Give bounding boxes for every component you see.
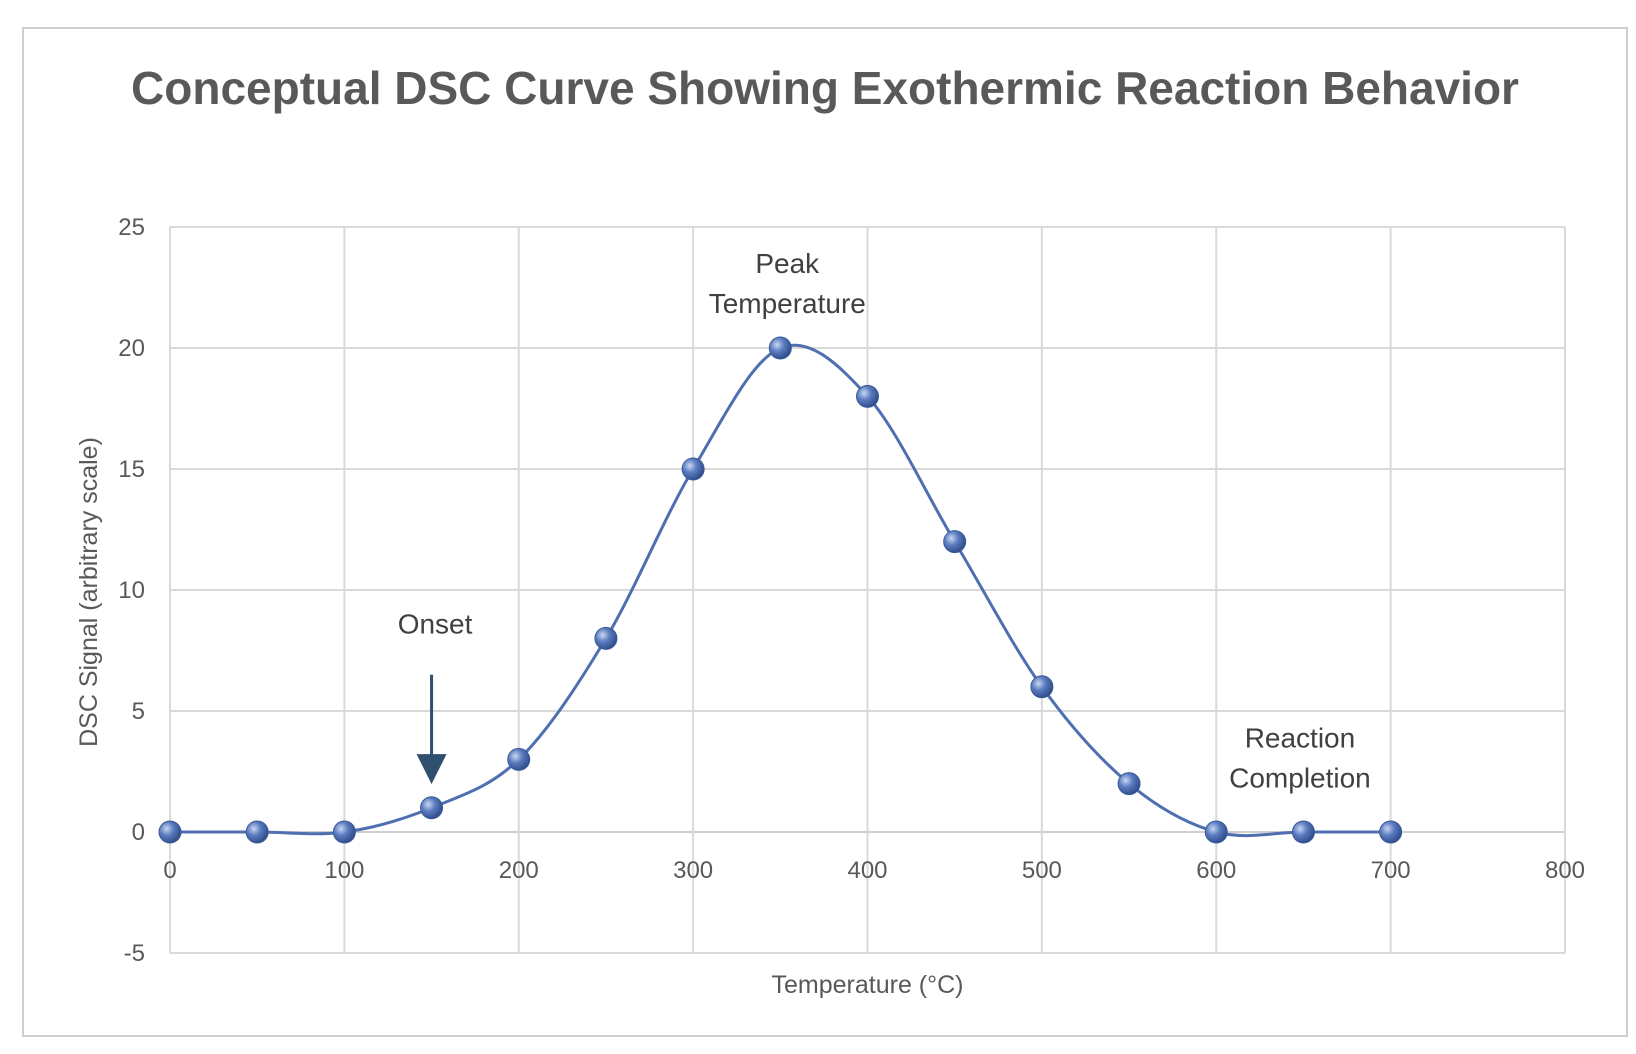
y-tick-label: 15 (118, 456, 145, 483)
x-tick-label: 700 (1371, 857, 1411, 884)
y-tick-label: 10 (118, 577, 145, 604)
data-point (768, 336, 792, 360)
y-tick-label: 25 (118, 214, 145, 241)
data-point (681, 457, 705, 481)
y-tick-label: 5 (132, 698, 145, 725)
data-point (1204, 820, 1228, 844)
grid-lines (169, 226, 1566, 954)
y-tick-label: -5 (124, 940, 145, 967)
data-point (507, 747, 531, 771)
annotation-label: Onset (398, 609, 473, 640)
y-tick-label: 0 (132, 819, 145, 846)
annotation-label: Reaction (1245, 722, 1356, 753)
y-tick-label: 20 (118, 335, 145, 362)
data-point (943, 530, 967, 554)
chart-title: Conceptual DSC Curve Showing Exothermic … (131, 62, 1519, 114)
annotation-label: Peak (755, 248, 820, 279)
data-point (1030, 675, 1054, 699)
annotation-label: Completion (1229, 762, 1371, 793)
data-point (1291, 820, 1315, 844)
data-point (158, 820, 182, 844)
tick-labels: -5 0 5 10 15 20 25 0 100 200 300 400 500 600 700 800 (118, 214, 1585, 967)
data-point (332, 820, 356, 844)
data-point (420, 796, 444, 820)
x-axis-title: Temperature (°C) (772, 971, 964, 999)
annotations: Onset Peak Temperature Reaction Completion (398, 248, 1371, 793)
x-tick-label: 600 (1196, 857, 1236, 884)
data-point (1379, 820, 1403, 844)
data-point (245, 820, 269, 844)
x-tick-label: 400 (847, 857, 887, 884)
x-tick-label: 200 (499, 857, 539, 884)
x-tick-label: 500 (1022, 857, 1062, 884)
x-tick-label: 0 (163, 857, 176, 884)
chart-frame (22, 27, 1628, 1037)
x-tick-label: 300 (673, 857, 713, 884)
x-tick-label: 100 (324, 857, 364, 884)
x-tick-label: 800 (1545, 857, 1585, 884)
y-axis-title: DSC Signal (arbitrary scale) (75, 437, 103, 747)
series (158, 336, 1403, 844)
data-point (1117, 772, 1141, 796)
data-point (856, 384, 879, 408)
annotation-label: Temperature (709, 288, 866, 319)
data-point (594, 626, 618, 650)
